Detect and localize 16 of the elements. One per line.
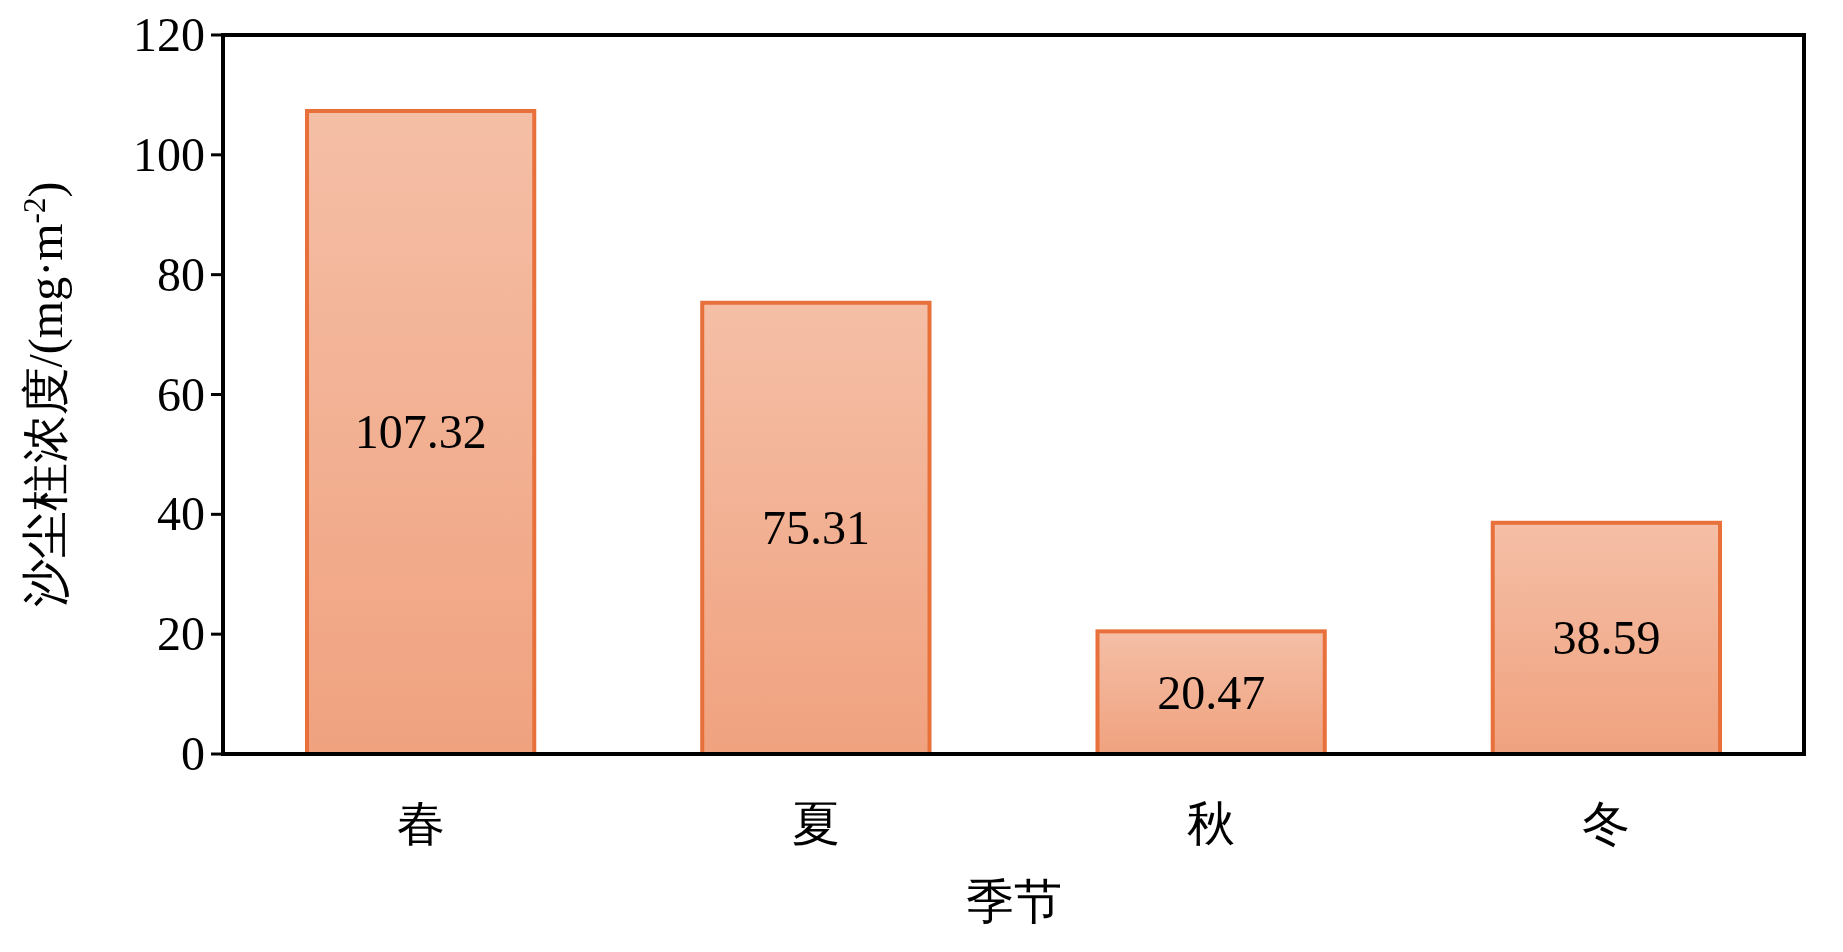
y-tick-label: 0	[181, 727, 205, 780]
data-label: 75.31	[761, 501, 870, 555]
x-tick-label: 冬	[1582, 797, 1631, 850]
y-tick-label: 120	[133, 8, 205, 61]
y-tick-label: 40	[157, 487, 205, 541]
y-tick-label: 80	[157, 247, 205, 301]
y-tick-label: 100	[133, 127, 205, 181]
x-tick-label: 秋	[1187, 797, 1236, 850]
y-tick-label: 60	[157, 367, 205, 421]
data-label: 38.59	[1552, 611, 1661, 665]
y-tick-label: 20	[157, 607, 205, 661]
x-tick-label: 春	[396, 797, 445, 850]
x-tick-label: 夏	[791, 797, 840, 850]
data-label: 20.47	[1157, 665, 1266, 719]
x-axis-title: 季节	[965, 875, 1062, 928]
data-label: 107.32	[354, 405, 487, 459]
